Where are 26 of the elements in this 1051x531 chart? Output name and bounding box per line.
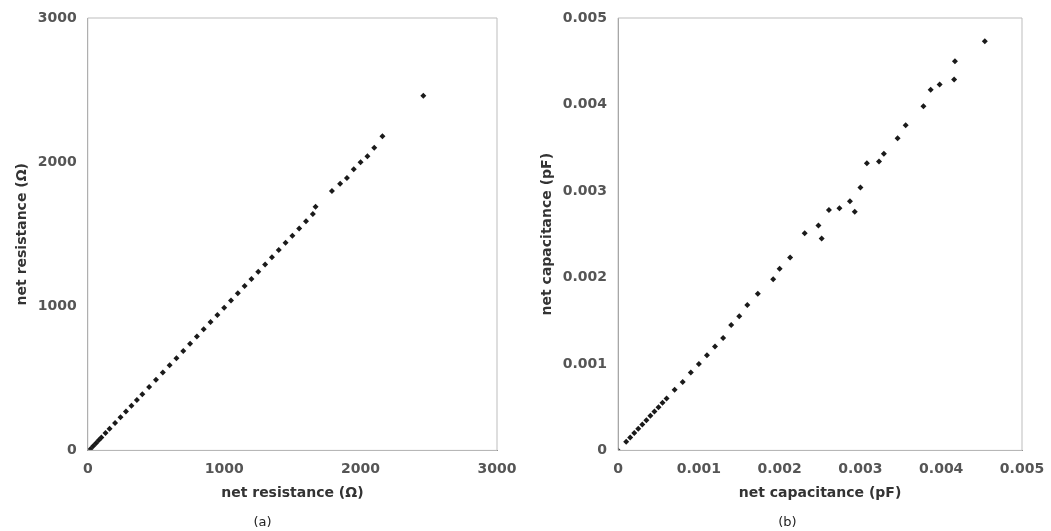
y-tick-label: 0.005: [562, 8, 608, 25]
x-tick-label: 0.004: [919, 460, 964, 477]
x-tick-label: 0.002: [757, 460, 802, 477]
x-tick-label: 1000: [204, 460, 244, 477]
x-tick-label: 0: [82, 460, 93, 477]
y-tick-label: 0.003: [562, 181, 608, 198]
x-tick-label: 3000: [477, 460, 517, 477]
x-tick-label: 0: [613, 460, 624, 477]
y-tick-label: 0.004: [562, 95, 608, 112]
y-axis-title: net capacitance (pF): [538, 152, 555, 316]
text: (b): [777, 514, 798, 529]
y-tick-label: 1000: [37, 296, 78, 313]
text: (a): [252, 514, 273, 529]
x-tick-label: 0.003: [838, 460, 883, 477]
x-axis-title: net capacitance (pF): [738, 484, 902, 501]
y-tick-label: 3000: [37, 8, 78, 25]
y-tick-label: 2000: [37, 152, 78, 169]
x-axis-title: net resistance (Ω): [221, 484, 364, 501]
y-axis-title: net resistance (Ω): [13, 163, 30, 306]
x-tick-label: 0.005: [999, 460, 1045, 477]
y-tick-label: 0: [67, 441, 78, 458]
y-tick-label: 0: [597, 441, 608, 458]
x-tick-label: 0.001: [676, 460, 722, 477]
y-tick-label: 0.001: [562, 354, 608, 371]
x-tick-label: 2000: [341, 460, 381, 477]
y-tick-label: 0.002: [562, 268, 608, 285]
